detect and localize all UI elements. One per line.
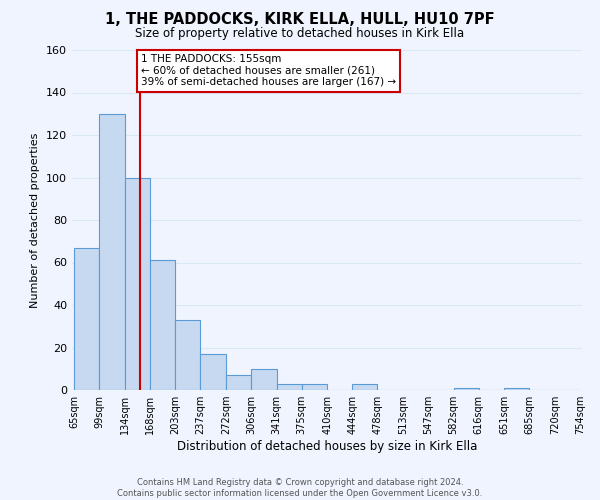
Text: 1, THE PADDOCKS, KIRK ELLA, HULL, HU10 7PF: 1, THE PADDOCKS, KIRK ELLA, HULL, HU10 7… bbox=[105, 12, 495, 28]
Bar bbox=[504, 388, 529, 390]
Bar bbox=[200, 354, 226, 390]
Bar bbox=[74, 248, 99, 390]
Bar bbox=[352, 384, 377, 390]
Y-axis label: Number of detached properties: Number of detached properties bbox=[31, 132, 40, 308]
Bar bbox=[226, 375, 251, 390]
Bar bbox=[454, 388, 479, 390]
Bar bbox=[99, 114, 125, 390]
Bar bbox=[125, 178, 150, 390]
Bar bbox=[251, 369, 277, 390]
Bar bbox=[175, 320, 200, 390]
Bar bbox=[150, 260, 175, 390]
X-axis label: Distribution of detached houses by size in Kirk Ella: Distribution of detached houses by size … bbox=[177, 440, 477, 453]
Bar bbox=[302, 384, 328, 390]
Bar bbox=[277, 384, 302, 390]
Text: Contains HM Land Registry data © Crown copyright and database right 2024.
Contai: Contains HM Land Registry data © Crown c… bbox=[118, 478, 482, 498]
Text: Size of property relative to detached houses in Kirk Ella: Size of property relative to detached ho… bbox=[136, 28, 464, 40]
Text: 1 THE PADDOCKS: 155sqm
← 60% of detached houses are smaller (261)
39% of semi-de: 1 THE PADDOCKS: 155sqm ← 60% of detached… bbox=[141, 54, 396, 88]
